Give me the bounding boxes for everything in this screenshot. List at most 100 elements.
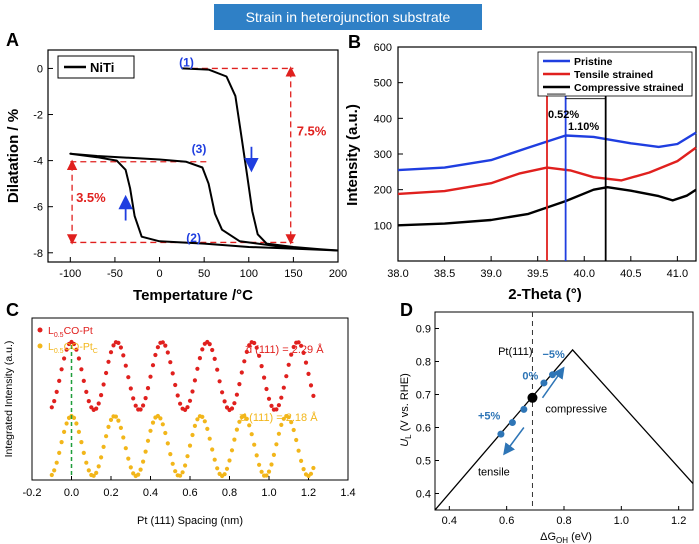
panel-c-dot	[148, 374, 153, 379]
panel-c-dot	[153, 352, 158, 358]
panel-d-tensile: tensile	[478, 466, 510, 478]
panel-c-dot	[259, 469, 264, 474]
panel-c-dot	[143, 449, 148, 454]
panel-c-dot	[306, 371, 311, 376]
panel-c-dot	[294, 437, 299, 443]
panel-c-dot	[276, 403, 281, 408]
panel-d-ytick-label: 0.7	[416, 390, 431, 402]
panel-a-ytick-label: -4	[33, 156, 43, 168]
panel-b-ytick-label: 200	[374, 185, 392, 197]
panel-c-dot	[104, 370, 109, 376]
panel-c-dot	[232, 437, 237, 442]
panel-a-ytick-label: -8	[33, 248, 43, 260]
panel-d-ytick-label: 0.4	[416, 489, 431, 501]
panel-c-dot	[160, 340, 165, 345]
panel-c-dot	[215, 466, 220, 471]
panel-c-dot	[229, 448, 235, 453]
panel-c-dot	[71, 415, 77, 420]
panel-d-xtick-label: 1.2	[671, 515, 686, 527]
panel-b-ytick-label: 400	[374, 113, 392, 125]
panel-c-dot	[96, 401, 101, 406]
panel-c-dot	[101, 382, 106, 387]
panel-c-dot	[269, 403, 274, 408]
panel-c-dot	[237, 382, 242, 387]
panel-c-legend-red: L0.5CO-Pt	[48, 325, 93, 339]
panel-a-xtick-label: 0	[156, 268, 162, 280]
panel-c-dot	[141, 403, 146, 408]
panel-c-dot	[227, 458, 232, 463]
panel-b-legend-label: Pristine	[574, 56, 613, 68]
panel-c-dot	[249, 432, 254, 437]
panel-c-dot	[175, 393, 180, 398]
panel-c-dot	[271, 452, 276, 457]
panel-c-dot	[71, 341, 77, 347]
panel-b-xtick-label: 39.5	[527, 268, 548, 280]
panel-c-dot	[131, 471, 136, 476]
panel-d-ticks: 0.4 0.6 0.8 1.0 1.2 0.4 0.5 0.6 0.7 0.8 0.9	[416, 324, 687, 528]
panel-c-xtick-label: 0.4	[143, 487, 158, 499]
panel-c-dot	[111, 343, 116, 348]
panel-c-xtick-label: 1.4	[340, 487, 355, 499]
panel-a-xlabel: Tempertature /°C	[133, 287, 253, 304]
panel-c-dot	[229, 406, 235, 411]
panel-b-xtick-label: 40.0	[574, 268, 595, 280]
panel-c-dot	[52, 468, 57, 473]
panel-c-dot	[284, 374, 289, 379]
panel-c-dot	[108, 350, 114, 355]
panel-c-dot	[192, 378, 197, 383]
panel-a-legend-label: NiTi	[90, 60, 114, 75]
panel-c-dot	[143, 396, 148, 401]
panel-a-ticks: -100 -50 0 50 100 150 200 0 -2 -4 -6 -8	[33, 63, 347, 280]
panel-b-legend-label: Compressive strained	[574, 82, 684, 94]
panel-c-dot	[242, 359, 247, 364]
panel-b-xtick-label: 41.0	[667, 268, 688, 280]
panel-c-dot	[266, 396, 272, 401]
panel-c-dot	[252, 340, 257, 346]
panel-c-dot	[81, 378, 86, 383]
panel-a-xtick-label: 100	[240, 268, 258, 280]
panel-d-ylabel-main: U	[399, 439, 411, 447]
panel-c-dot	[252, 442, 257, 447]
panel-c-dot	[59, 440, 64, 445]
panel-c-dot	[222, 472, 227, 477]
panel-c-dot	[121, 353, 126, 358]
panel-a-xtick-label: 50	[198, 268, 210, 280]
panel-c-xtick-label: 0.6	[182, 487, 197, 499]
panel-c-dot	[62, 429, 67, 434]
panel-b-curves	[397, 131, 697, 227]
panel-c-dot	[274, 442, 279, 447]
panel-c-dot	[168, 452, 173, 457]
panel-d-strain-point	[508, 419, 516, 427]
panel-c-dot	[242, 414, 247, 419]
panel-c-dot	[106, 359, 111, 364]
panel-c-dot	[99, 393, 104, 398]
panel-c-dot	[311, 393, 316, 398]
panel-c-legend-red-sub: 0.5	[54, 332, 64, 339]
panel-a-frame	[47, 49, 339, 263]
panel-d-ylabel-sub: L	[404, 434, 413, 439]
panel-b-annot-110: 1.10%	[568, 121, 599, 133]
panel-c-dot	[286, 362, 291, 367]
panel-b-letter: B	[348, 32, 361, 52]
panel-c-dot	[207, 342, 212, 347]
panel-c-dot	[145, 386, 151, 391]
panel-c-dot	[274, 407, 279, 412]
panel-c-dot	[145, 438, 151, 443]
panel-c-dot	[173, 469, 178, 474]
panel-b-ytick-label: 100	[374, 220, 392, 232]
panel-c-dot	[281, 416, 286, 421]
panel-b-ytick-label: 300	[374, 149, 392, 161]
panel-c-dot	[247, 343, 252, 348]
panel-c-dot	[108, 417, 114, 422]
panel-d-strain-point	[540, 379, 548, 387]
panel-c-dot	[74, 421, 79, 426]
panel-c-dot	[202, 419, 207, 424]
panel-c-dot	[190, 432, 195, 438]
panel-d-ytick-label: 0.5	[416, 456, 431, 468]
panel-c-dot	[113, 414, 118, 419]
panel-c-legend-dot-red	[37, 327, 43, 333]
panel-c-dot	[116, 418, 121, 423]
panel-a-marks: (1) (3) (2)	[118, 56, 259, 245]
panel-c-dot	[168, 360, 173, 365]
